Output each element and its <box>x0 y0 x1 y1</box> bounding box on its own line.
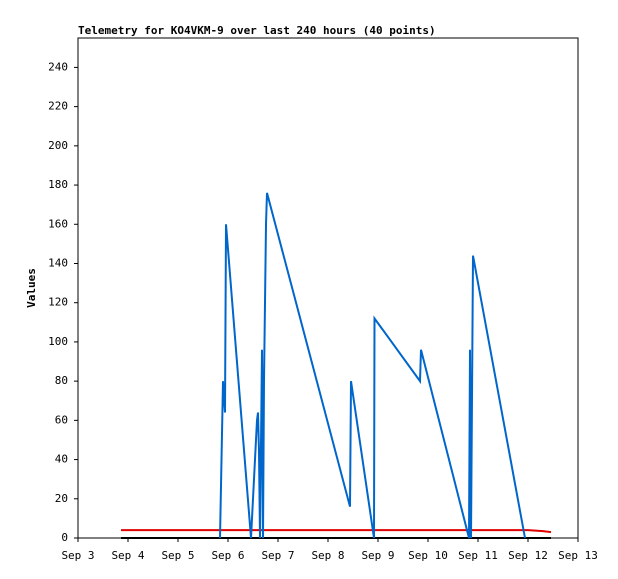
y-tick-label: 20 <box>55 492 68 505</box>
series-line <box>219 192 526 539</box>
y-tick-label: 180 <box>48 178 68 191</box>
x-tick-label: Sep 12 <box>508 549 548 562</box>
y-tick-label: 160 <box>48 217 68 230</box>
x-tick-label: Sep 4 <box>111 549 144 562</box>
y-tick-label: 240 <box>48 60 68 73</box>
y-axis-label: Values <box>25 268 38 308</box>
y-tick-label: 200 <box>48 139 68 152</box>
y-tick-label: 140 <box>48 256 68 269</box>
chart-title: Telemetry for KO4VKM-9 over last 240 hou… <box>78 24 436 37</box>
series-line <box>121 529 552 534</box>
plot-frame <box>77 37 579 539</box>
x-tick-label: Sep 7 <box>261 549 294 562</box>
y-tick-label: 220 <box>48 100 68 113</box>
y-tick-label: 120 <box>48 296 68 309</box>
y-tick-label: 100 <box>48 335 68 348</box>
x-tick-label: Sep 8 <box>311 549 344 562</box>
x-tick-label: Sep 5 <box>161 549 194 562</box>
x-tick-label: Sep 3 <box>61 549 94 562</box>
x-tick-label: Sep 9 <box>361 549 394 562</box>
y-tick-label: 40 <box>55 453 68 466</box>
x-tick-label: Sep 11 <box>458 549 498 562</box>
y-tick-label: 0 <box>61 531 68 544</box>
y-tick-label: 60 <box>55 413 68 426</box>
x-tick-label: Sep 6 <box>211 549 244 562</box>
x-tick-label: Sep 10 <box>408 549 448 562</box>
y-tick-label: 80 <box>55 374 68 387</box>
x-tick-label: Sep 13 <box>558 549 598 562</box>
